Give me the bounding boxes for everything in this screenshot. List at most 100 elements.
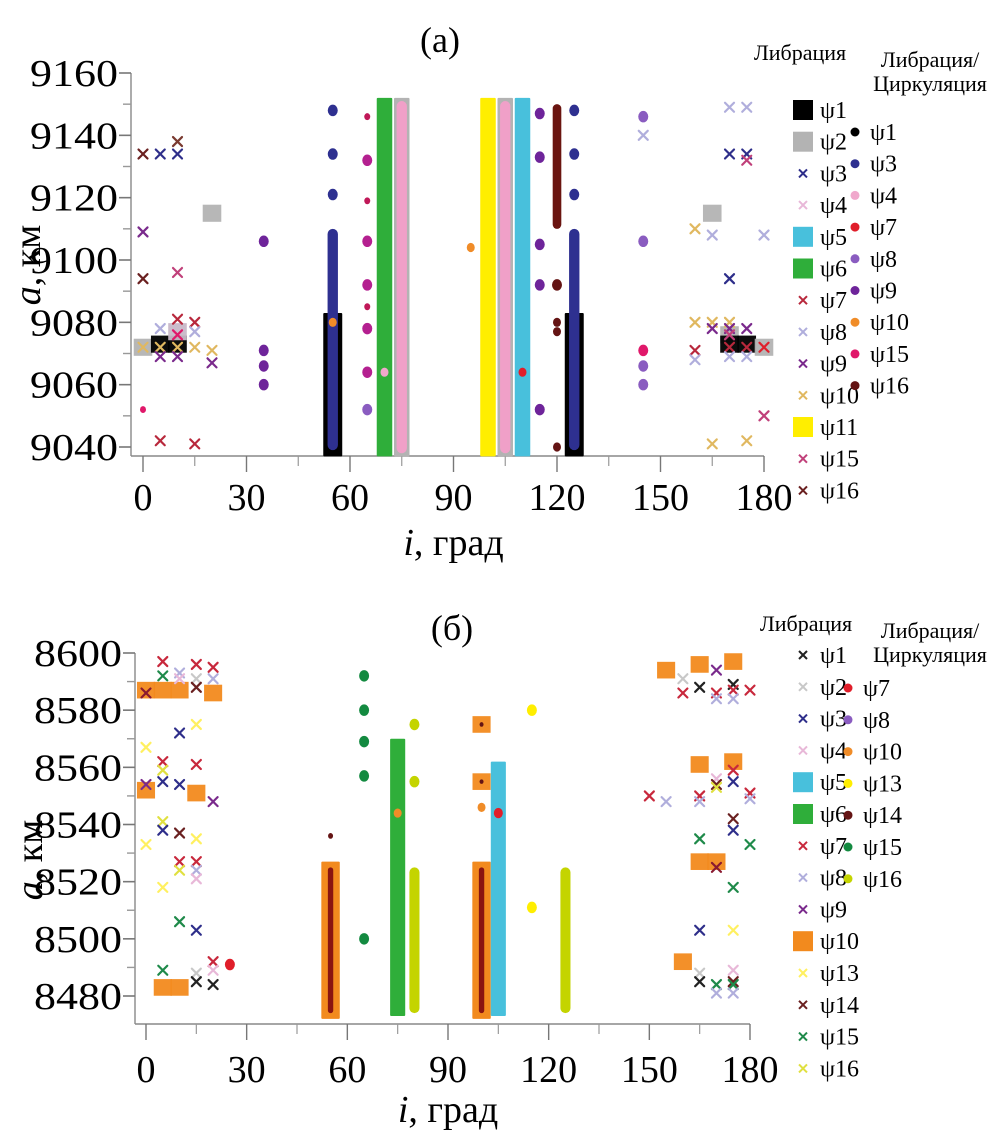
y-axis-label-symbol: a xyxy=(9,881,51,900)
legend-cross-icon xyxy=(798,682,808,692)
cross-marker xyxy=(741,154,753,166)
cross-stroke xyxy=(694,681,706,693)
cross-stroke xyxy=(171,329,184,341)
cross-stroke xyxy=(157,764,169,776)
circle-marker xyxy=(534,279,545,291)
circle-marker xyxy=(327,104,338,117)
cross-marker xyxy=(660,796,672,808)
cross-marker xyxy=(171,351,184,363)
legend-cross-icon xyxy=(798,200,808,210)
cross-marker xyxy=(727,976,739,988)
legend-item-libration: ψ15 xyxy=(798,1025,859,1051)
legend-cross-icon xyxy=(798,904,808,915)
circle-marker xyxy=(328,833,334,839)
cross-stroke xyxy=(710,978,723,991)
circle-marker xyxy=(359,670,370,682)
cross-marker xyxy=(723,273,736,285)
circle-marker xyxy=(553,317,561,327)
cross-marker xyxy=(727,764,739,776)
cross-stroke xyxy=(694,976,706,988)
circle-marker xyxy=(258,235,269,248)
circle-marker xyxy=(359,933,370,945)
x-axis-label-symbol: i xyxy=(398,1089,409,1131)
cross-stroke xyxy=(798,1031,808,1042)
range-bar-psi11 xyxy=(480,97,496,457)
cross-stroke xyxy=(190,856,202,868)
cross-stroke xyxy=(758,229,770,241)
range-bar-psi16 xyxy=(560,867,571,1014)
cross-marker xyxy=(741,341,753,353)
legend-item-libration: ψ15 xyxy=(798,447,859,473)
legend-item-libration: ψ2 xyxy=(793,130,847,156)
circle-marker xyxy=(477,802,486,812)
cross-stroke xyxy=(798,200,808,210)
cross-marker xyxy=(689,354,701,366)
circle-marker xyxy=(364,197,371,205)
legend-label: ψ2 xyxy=(820,130,847,156)
x-tick-label: 30 xyxy=(228,477,266,519)
legend-circle-icon xyxy=(850,159,860,169)
cross-stroke xyxy=(190,924,202,936)
cross-marker xyxy=(727,813,739,825)
square-marker-psi10 xyxy=(690,756,709,773)
cross-stroke xyxy=(190,864,202,876)
cross-marker xyxy=(207,964,219,976)
legend-cross-icon xyxy=(798,841,808,851)
cross-stroke xyxy=(694,967,706,979)
square-marker-psi10 xyxy=(153,979,172,996)
legend-item-libration: ψ1 xyxy=(793,98,847,124)
legend-circle-icon xyxy=(850,286,860,295)
cross-stroke xyxy=(798,968,808,978)
square-marker-psi10 xyxy=(170,979,189,996)
cross-stroke xyxy=(157,816,169,828)
circle-marker xyxy=(359,770,370,782)
circle-marker xyxy=(140,406,146,414)
cross-stroke xyxy=(689,316,701,328)
cross-marker xyxy=(706,438,718,450)
cross-stroke xyxy=(798,327,808,337)
circle-marker xyxy=(534,238,545,251)
square-marker-psi10 xyxy=(153,681,172,699)
cross-stroke xyxy=(677,673,689,685)
legend-label: ψ8 xyxy=(863,708,890,734)
legend-cross-icon xyxy=(798,453,808,464)
square-marker-psi10 xyxy=(136,681,156,699)
legend-square-icon xyxy=(793,226,813,247)
cross-stroke xyxy=(189,326,201,338)
x-axis-label-unit: , град xyxy=(414,522,504,564)
legend-circle-icon xyxy=(850,254,860,264)
legend-item-circulation: ψ15 xyxy=(843,835,902,861)
circle-marker xyxy=(493,807,503,819)
cross-stroke xyxy=(637,129,649,141)
legend-cross-icon xyxy=(798,745,808,756)
legend-label: ψ14 xyxy=(863,803,902,829)
cross-stroke xyxy=(798,453,808,464)
cross-stroke xyxy=(157,756,169,768)
cross-marker xyxy=(710,693,723,705)
cross-marker xyxy=(741,322,753,335)
cross-marker xyxy=(173,778,186,791)
cross-stroke xyxy=(723,329,736,341)
cross-marker xyxy=(154,435,166,447)
cross-marker xyxy=(157,655,169,668)
circle-marker xyxy=(362,322,373,335)
cross-marker xyxy=(710,978,723,991)
x-axis-label-unit: , град xyxy=(408,1089,498,1131)
legend-label: ψ11 xyxy=(820,415,858,441)
circle-marker xyxy=(258,378,269,391)
cross-stroke xyxy=(154,435,166,447)
cross-marker xyxy=(694,924,706,936)
cross-stroke xyxy=(190,673,202,685)
cross-marker xyxy=(207,978,219,991)
x-tick-label: 30 xyxy=(228,1049,266,1091)
cross-stroke xyxy=(154,341,166,353)
cross-marker xyxy=(189,316,201,328)
cross-marker xyxy=(694,833,706,845)
circle-marker xyxy=(534,151,545,163)
cross-stroke xyxy=(190,976,202,988)
legend-item-libration: ψ16 xyxy=(798,1056,859,1082)
cross-stroke xyxy=(694,796,706,808)
cross-stroke xyxy=(137,341,149,353)
cross-stroke xyxy=(140,687,152,699)
